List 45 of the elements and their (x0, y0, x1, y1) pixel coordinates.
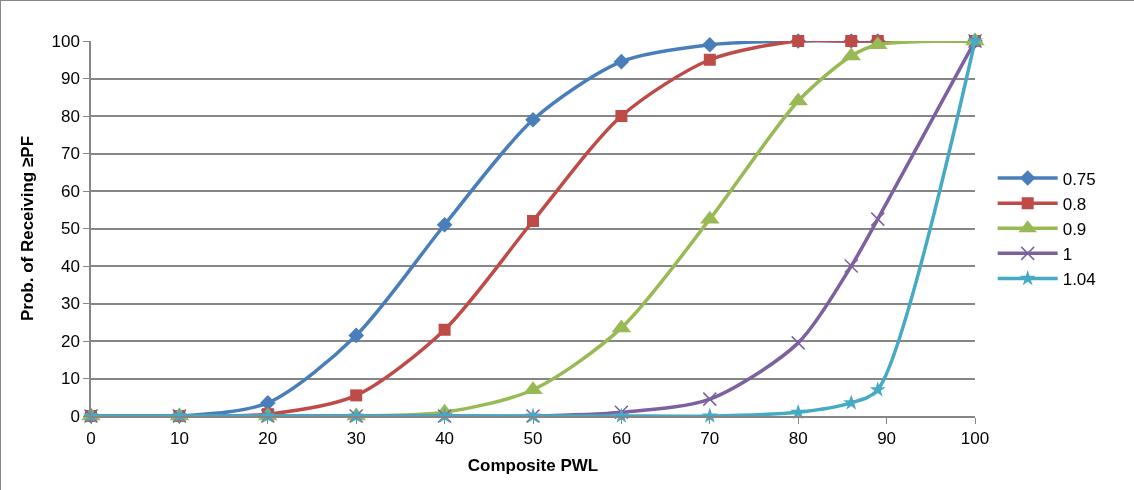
legend-label: 0.75 (1062, 169, 1096, 189)
x-tick-label: 60 (611, 429, 631, 449)
x-tick-label: 30 (346, 429, 366, 449)
point (703, 53, 716, 66)
point (870, 211, 886, 227)
x-tick-label: 50 (523, 429, 543, 449)
y-tick-label: 70 (60, 144, 80, 164)
point (260, 395, 276, 411)
point (436, 216, 453, 233)
y-tick-label: 60 (60, 181, 80, 201)
x-tick-label: 0 (86, 429, 96, 449)
legend-label: 0.8 (1062, 194, 1087, 214)
point (438, 323, 451, 336)
point (702, 36, 718, 53)
point (615, 110, 628, 122)
point (843, 258, 859, 274)
point (790, 335, 806, 351)
y-tick-label: 90 (60, 69, 80, 89)
y-tick-label: 80 (60, 106, 80, 126)
x-tick-label: 10 (169, 429, 189, 449)
legend-label: 1 (1062, 244, 1073, 264)
legend-label: 0.9 (1062, 219, 1087, 239)
legend-label: 1.04 (1062, 270, 1096, 290)
x-tick-label: 70 (700, 429, 720, 449)
point (613, 53, 630, 70)
y-tick-label: 100 (51, 31, 80, 51)
y-tick-label: 40 (60, 256, 80, 276)
point (525, 111, 541, 128)
x-axis-title: Composite PWL (467, 456, 599, 476)
y-tick-label: 30 (60, 294, 80, 314)
x-tick-label: 40 (435, 429, 455, 449)
point (869, 381, 886, 397)
point (527, 215, 539, 227)
x-tick-label: 20 (258, 429, 278, 449)
x-tick-label: 80 (788, 429, 808, 449)
point (348, 327, 364, 344)
point (702, 391, 718, 407)
y-tick-label: 50 (60, 219, 80, 239)
y-axis-title: Prob. of Receiving ≥PF (17, 135, 37, 322)
point (350, 389, 363, 402)
x-tick-label: 90 (877, 429, 897, 449)
y-tick-label: 10 (60, 369, 80, 389)
y-tick-label: 0 (70, 406, 80, 426)
y-tick-label: 20 (60, 331, 80, 351)
x-tick-label: 100 (960, 429, 990, 449)
